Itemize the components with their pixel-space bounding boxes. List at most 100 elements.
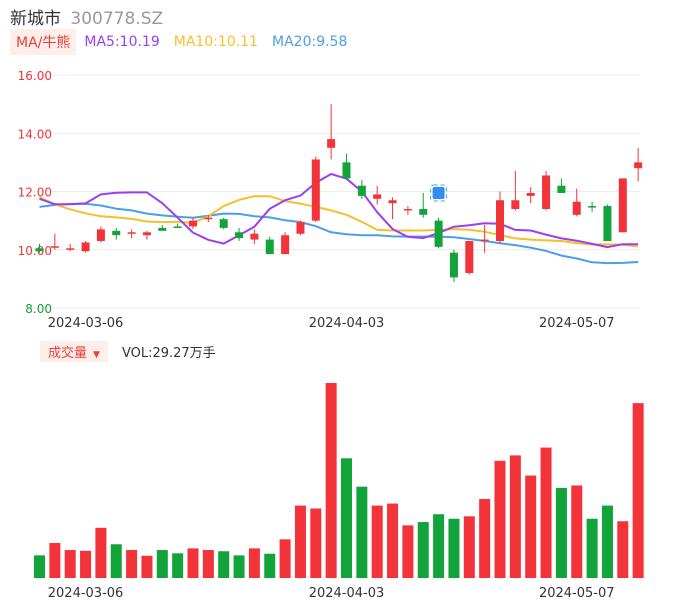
volume-bar bbox=[294, 505, 306, 578]
volume-bar bbox=[310, 508, 322, 578]
candle-body bbox=[327, 139, 336, 148]
candle bbox=[296, 220, 305, 236]
volume-selector[interactable]: 成交量 ▼ bbox=[40, 340, 108, 362]
volume-bar bbox=[402, 525, 414, 578]
candle-body bbox=[265, 239, 274, 255]
candle-body bbox=[419, 208, 428, 215]
candle bbox=[465, 241, 474, 275]
caret-down-icon: ▼ bbox=[93, 349, 100, 360]
candle bbox=[634, 147, 643, 182]
candle-body bbox=[618, 178, 627, 233]
candle-body bbox=[281, 235, 290, 255]
candle bbox=[449, 249, 458, 282]
candle-body bbox=[142, 232, 151, 236]
legend-ma20: MA20:9.58 bbox=[272, 34, 348, 50]
volume-bar bbox=[279, 539, 291, 578]
volume-bar bbox=[356, 486, 368, 578]
candle-body bbox=[81, 242, 90, 252]
volume-bar bbox=[325, 383, 337, 578]
candle bbox=[127, 229, 136, 239]
volume-bar bbox=[202, 550, 214, 578]
volume-bar bbox=[371, 505, 383, 578]
candle-body bbox=[250, 233, 259, 240]
candle bbox=[66, 243, 75, 252]
event-marker-icon bbox=[430, 184, 448, 202]
candle bbox=[235, 227, 244, 242]
candle-body bbox=[526, 192, 535, 196]
volume-bar bbox=[509, 455, 521, 578]
volume-bar bbox=[248, 548, 260, 578]
y-tick-label: 10.00 bbox=[18, 244, 52, 258]
candle-body bbox=[158, 227, 167, 231]
candle bbox=[511, 171, 520, 211]
candle bbox=[81, 241, 90, 253]
volume-bar bbox=[555, 487, 567, 578]
marker-badge bbox=[432, 186, 445, 199]
volume-bar bbox=[617, 521, 629, 578]
volume-bar bbox=[433, 514, 445, 578]
x-tick-label: 2024-05-07 bbox=[539, 316, 615, 331]
candle bbox=[35, 243, 44, 253]
volume-bars bbox=[34, 383, 644, 578]
candle bbox=[189, 217, 197, 230]
volume-bar bbox=[34, 555, 45, 578]
volume-bar bbox=[417, 522, 429, 578]
candle bbox=[342, 153, 351, 180]
volume-bar bbox=[156, 550, 168, 578]
candle-body bbox=[311, 159, 320, 221]
volume-bar bbox=[479, 499, 491, 578]
candle-body bbox=[173, 226, 182, 228]
candle bbox=[158, 224, 167, 231]
candle-body bbox=[112, 230, 121, 236]
y-tick-label: 12.00 bbox=[18, 186, 52, 200]
candle bbox=[419, 192, 428, 218]
volume-bar bbox=[126, 550, 138, 578]
candle-body bbox=[603, 206, 612, 242]
candle bbox=[480, 224, 489, 253]
candle-body bbox=[511, 200, 520, 209]
volume-bar bbox=[387, 503, 399, 578]
candle bbox=[250, 229, 259, 244]
candle bbox=[281, 232, 290, 255]
candle bbox=[403, 206, 412, 215]
legend-ma10: MA10:10.11 bbox=[173, 34, 259, 50]
stock-title: 新城市 300778.SZ bbox=[10, 4, 163, 29]
candle bbox=[112, 227, 121, 240]
y-tick-label: 8.00 bbox=[25, 302, 52, 316]
volume-selector-label: 成交量 bbox=[48, 345, 88, 361]
volume-bar bbox=[218, 551, 230, 578]
candle-body bbox=[588, 206, 597, 208]
stock-name: 新城市 bbox=[10, 9, 61, 29]
candle-body bbox=[634, 162, 643, 169]
volume-bar bbox=[64, 550, 76, 578]
volume-bar bbox=[49, 543, 61, 578]
volume-value: VOL:29.27万手 bbox=[121, 345, 216, 361]
volume-bar bbox=[448, 518, 460, 578]
y-tick-label: 16.00 bbox=[18, 69, 52, 83]
ma5-line bbox=[39, 173, 639, 249]
candle-body bbox=[342, 162, 351, 179]
candle bbox=[388, 197, 397, 220]
candle-body bbox=[465, 241, 474, 274]
volume-bar bbox=[233, 555, 245, 578]
x-tick-label: 2024-05-07 bbox=[539, 586, 615, 601]
candle-body bbox=[357, 185, 366, 196]
candle bbox=[603, 204, 612, 242]
volume-bar bbox=[601, 505, 613, 578]
ma-selector[interactable]: MA/牛熊 bbox=[10, 29, 77, 55]
candle-body bbox=[496, 200, 504, 242]
volume-bar bbox=[80, 550, 92, 578]
candle bbox=[618, 178, 627, 233]
volume-bar bbox=[632, 403, 644, 578]
candle-body bbox=[127, 232, 136, 234]
x-tick-label: 2024-03-06 bbox=[48, 586, 124, 601]
volume-bar bbox=[525, 475, 537, 578]
candle-body bbox=[50, 246, 59, 248]
volume-bar bbox=[586, 518, 598, 578]
volume-bar bbox=[187, 548, 199, 578]
volume-legend: 成交量 ▼ VOL:29.27万手 bbox=[40, 340, 216, 362]
candle-body bbox=[434, 220, 443, 247]
candle bbox=[496, 191, 504, 244]
x-tick-label: 2024-04-03 bbox=[309, 586, 385, 601]
